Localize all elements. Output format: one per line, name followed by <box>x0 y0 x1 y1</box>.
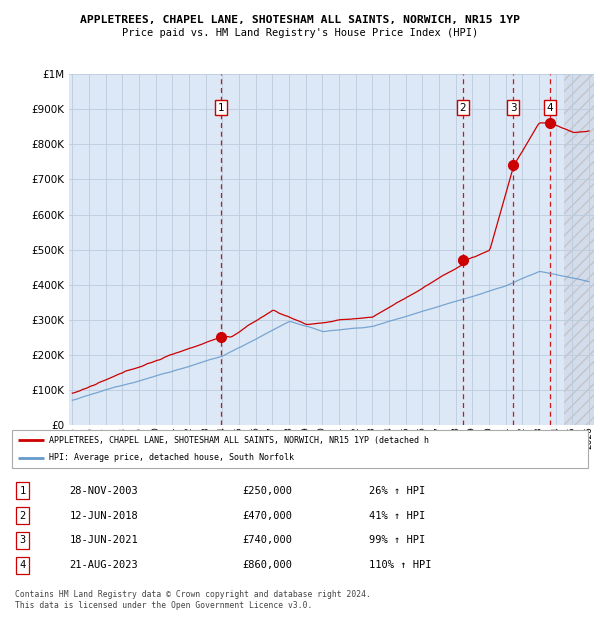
Text: 28-NOV-2003: 28-NOV-2003 <box>70 485 139 495</box>
FancyBboxPatch shape <box>12 430 588 468</box>
Text: 1: 1 <box>218 103 224 113</box>
Text: 1: 1 <box>19 485 25 495</box>
Text: APPLETREES, CHAPEL LANE, SHOTESHAM ALL SAINTS, NORWICH, NR15 1YP: APPLETREES, CHAPEL LANE, SHOTESHAM ALL S… <box>80 16 520 25</box>
Text: £860,000: £860,000 <box>242 560 292 570</box>
Text: 41% ↑ HPI: 41% ↑ HPI <box>369 510 425 521</box>
Text: 4: 4 <box>19 560 25 570</box>
Text: £250,000: £250,000 <box>242 485 292 495</box>
Text: 99% ↑ HPI: 99% ↑ HPI <box>369 536 425 546</box>
Text: 3: 3 <box>19 536 25 546</box>
Text: 26% ↑ HPI: 26% ↑ HPI <box>369 485 425 495</box>
Text: £740,000: £740,000 <box>242 536 292 546</box>
Text: 4: 4 <box>547 103 553 113</box>
Text: 18-JUN-2021: 18-JUN-2021 <box>70 536 139 546</box>
Text: 3: 3 <box>510 103 517 113</box>
Text: 2: 2 <box>19 510 25 521</box>
Text: APPLETREES, CHAPEL LANE, SHOTESHAM ALL SAINTS, NORWICH, NR15 1YP (detached h: APPLETREES, CHAPEL LANE, SHOTESHAM ALL S… <box>49 435 430 445</box>
Text: 2: 2 <box>460 103 466 113</box>
Text: £470,000: £470,000 <box>242 510 292 521</box>
Text: Contains HM Land Registry data © Crown copyright and database right 2024.
This d: Contains HM Land Registry data © Crown c… <box>15 590 371 609</box>
Text: 110% ↑ HPI: 110% ↑ HPI <box>369 560 431 570</box>
Text: Price paid vs. HM Land Registry's House Price Index (HPI): Price paid vs. HM Land Registry's House … <box>122 28 478 38</box>
Text: HPI: Average price, detached house, South Norfolk: HPI: Average price, detached house, Sout… <box>49 453 295 463</box>
Text: 21-AUG-2023: 21-AUG-2023 <box>70 560 139 570</box>
Bar <box>564 74 600 425</box>
Text: 12-JUN-2018: 12-JUN-2018 <box>70 510 139 521</box>
